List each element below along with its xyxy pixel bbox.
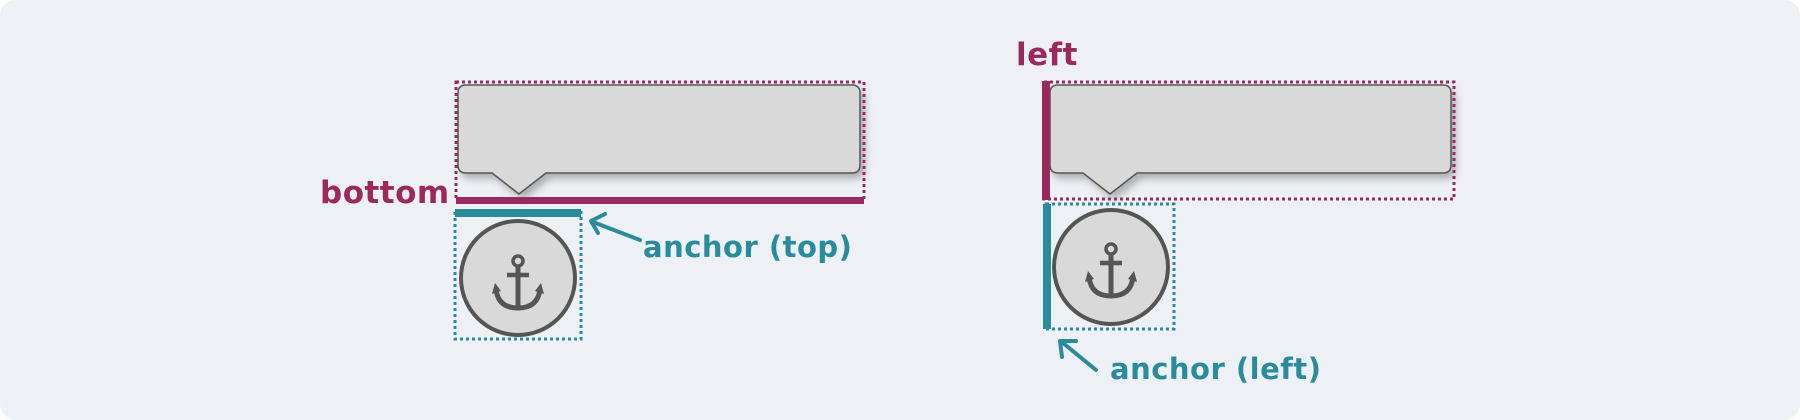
right-diagram: [1042, 80, 1456, 372]
left-diagram: [453, 80, 866, 341]
left-edge: [1042, 81, 1050, 200]
anchor-left-label: anchor (left): [1110, 352, 1322, 386]
anchor-top-edge: [455, 209, 581, 217]
tooltip-bounding-box: [1042, 80, 1456, 201]
tooltip-bubble: [457, 84, 861, 195]
anchor-left-edge: [1043, 204, 1051, 329]
tooltip-bubble: [1049, 84, 1452, 195]
anchor-top-arrow: [589, 212, 642, 242]
anchor-top-label: anchor (top): [643, 230, 853, 264]
bottom-edge: [456, 197, 864, 204]
anchor-left-arrow: [1058, 339, 1098, 372]
tooltip-bounding-box: [454, 80, 866, 202]
bottom-side-label: bottom: [320, 175, 450, 211]
left-side-label: left: [1016, 37, 1078, 73]
